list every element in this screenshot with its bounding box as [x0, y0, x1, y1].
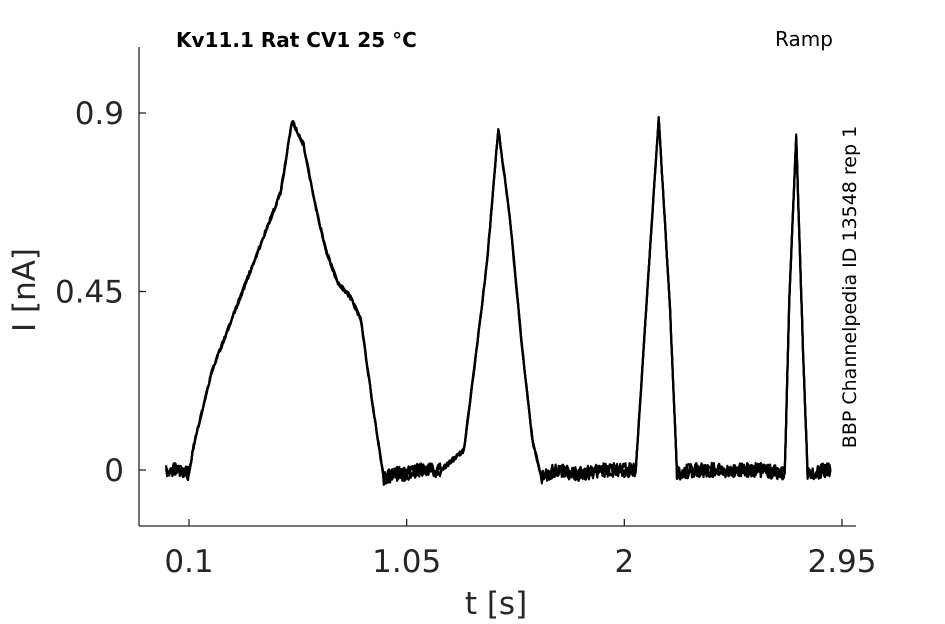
y-axis-label: I [nA]: [7, 248, 43, 332]
protocol-label: Ramp: [775, 27, 833, 51]
y-tick-label: 0.9: [75, 96, 124, 132]
chart-title: Kv11.1 Rat CV1 25 °C: [176, 28, 417, 52]
current-trace: [165, 116, 832, 485]
current-trace: [165, 116, 832, 483]
x-tick-label: 1.05: [372, 544, 441, 580]
x-axis-label: t [s]: [465, 586, 527, 622]
axes: [138, 47, 856, 527]
x-tick-label: 2.95: [807, 544, 876, 580]
source-label: BBP Channelpedia ID 13548 rep 1: [839, 126, 861, 448]
y-tick-label: 0: [104, 453, 124, 489]
plot-area: [165, 116, 832, 486]
y-tick-label: 0.45: [55, 275, 124, 311]
current-trace: [165, 118, 831, 486]
x-tick-label: 0.1: [164, 544, 213, 580]
ticks: 0.1 1.05 2 2.95 0 0.45 0.9: [55, 96, 877, 580]
x-tick-label: 2: [614, 544, 634, 580]
